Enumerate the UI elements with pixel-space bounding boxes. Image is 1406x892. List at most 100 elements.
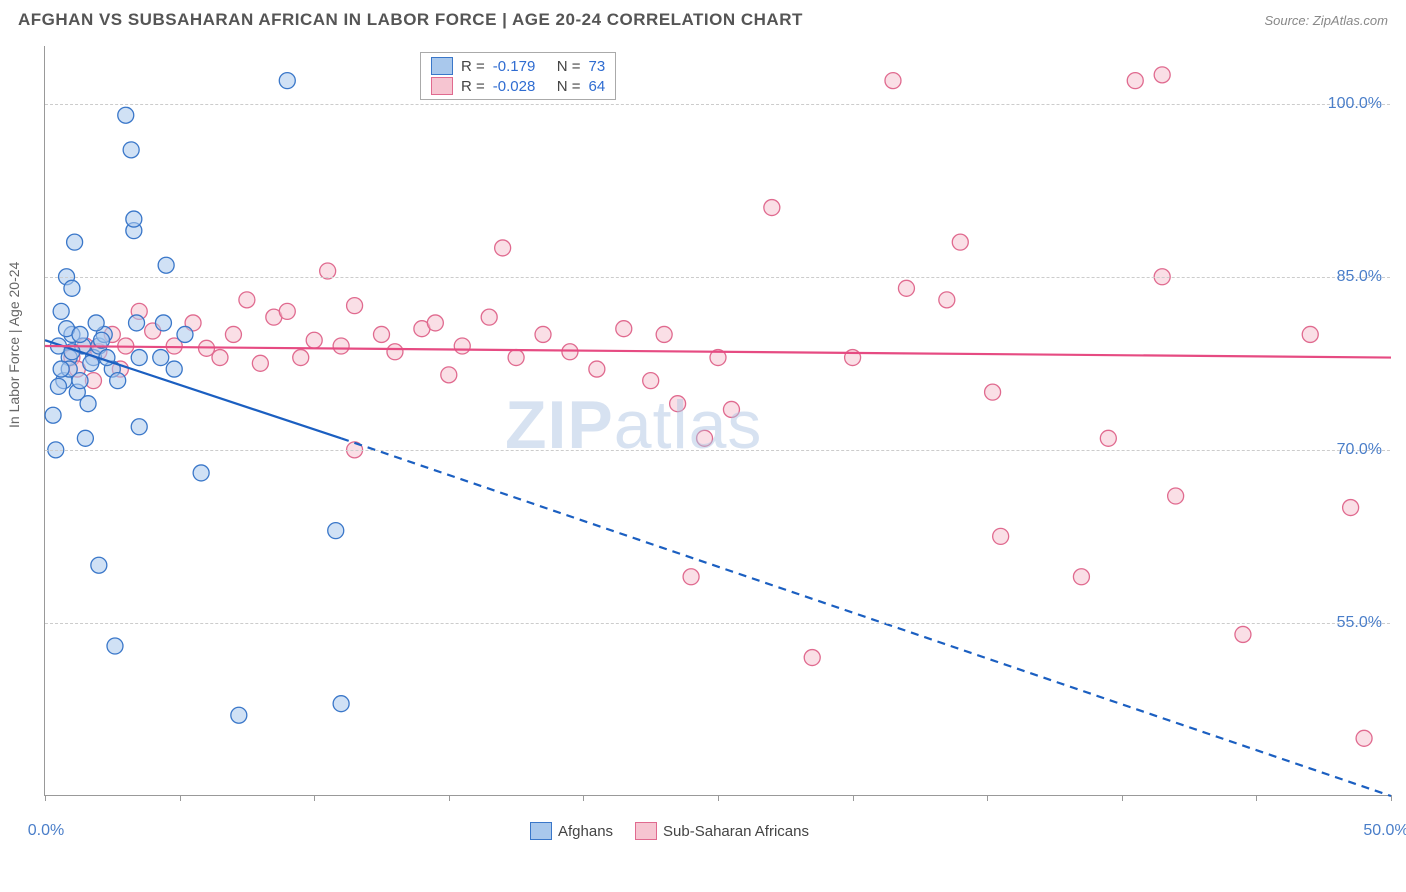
data-point <box>328 523 344 539</box>
x-tick <box>1122 795 1123 801</box>
data-point <box>153 350 169 366</box>
data-point <box>50 378 66 394</box>
data-point <box>1356 730 1372 746</box>
data-point <box>88 315 104 331</box>
data-point <box>495 240 511 256</box>
x-tick <box>853 795 854 801</box>
data-point <box>427 315 443 331</box>
data-point <box>67 234 83 250</box>
data-point <box>562 344 578 360</box>
data-point <box>333 338 349 354</box>
data-point <box>993 528 1009 544</box>
r-value: -0.028 <box>493 78 549 95</box>
data-point <box>347 298 363 314</box>
data-point <box>898 280 914 296</box>
data-point <box>589 361 605 377</box>
x-tick <box>987 795 988 801</box>
x-tick <box>583 795 584 801</box>
data-point <box>123 142 139 158</box>
x-tick <box>314 795 315 801</box>
data-point <box>616 321 632 337</box>
data-point <box>683 569 699 585</box>
x-tick <box>1391 795 1392 801</box>
data-point <box>225 326 241 342</box>
n-value: 64 <box>589 78 606 95</box>
data-point <box>279 73 295 89</box>
data-point <box>107 638 123 654</box>
gridline-horizontal <box>45 623 1390 624</box>
data-point <box>1127 73 1143 89</box>
data-point <box>126 211 142 227</box>
data-point <box>64 280 80 296</box>
data-point <box>177 326 193 342</box>
chart-plot-area: ZIPatlas 55.0%70.0%85.0%100.0% <box>44 46 1390 796</box>
data-point <box>77 430 93 446</box>
n-label: N = <box>557 58 581 75</box>
data-point <box>118 107 134 123</box>
data-point <box>155 315 171 331</box>
x-tick <box>1256 795 1257 801</box>
legend-swatch <box>530 822 552 840</box>
n-label: N = <box>557 78 581 95</box>
x-tick <box>45 795 46 801</box>
data-point <box>129 315 145 331</box>
x-tick <box>449 795 450 801</box>
data-point <box>293 350 309 366</box>
n-value: 73 <box>589 58 606 75</box>
data-point <box>80 396 96 412</box>
data-point <box>131 419 147 435</box>
data-point <box>723 401 739 417</box>
data-point <box>53 361 69 377</box>
legend-series-label: Sub-Saharan Africans <box>663 823 809 840</box>
legend-swatch <box>431 77 453 95</box>
data-point <box>193 465 209 481</box>
data-point <box>939 292 955 308</box>
data-point <box>670 396 686 412</box>
legend-series-item: Afghans <box>530 822 613 840</box>
data-point <box>158 257 174 273</box>
data-point <box>131 350 147 366</box>
x-axis-label-max: 50.0% <box>1363 822 1406 840</box>
gridline-horizontal <box>45 277 1390 278</box>
data-point <box>110 373 126 389</box>
data-point <box>764 200 780 216</box>
data-point <box>45 407 61 423</box>
legend-series-item: Sub-Saharan Africans <box>635 822 809 840</box>
scatter-plot-svg <box>45 46 1390 795</box>
data-point <box>697 430 713 446</box>
data-point <box>885 73 901 89</box>
data-point <box>72 326 88 342</box>
y-tick-label: 55.0% <box>1337 614 1382 632</box>
legend-swatch <box>635 822 657 840</box>
data-point <box>306 332 322 348</box>
chart-title: AFGHAN VS SUBSAHARAN AFRICAN IN LABOR FO… <box>18 10 803 30</box>
data-point <box>441 367 457 383</box>
data-point <box>952 234 968 250</box>
data-point <box>252 355 268 371</box>
gridline-horizontal <box>45 450 1390 451</box>
r-label: R = <box>461 78 485 95</box>
r-label: R = <box>461 58 485 75</box>
data-point <box>535 326 551 342</box>
data-point <box>508 350 524 366</box>
data-point <box>1154 67 1170 83</box>
correlation-legend: R = -0.179 N = 73 R = -0.028 N = 64 <box>420 52 616 100</box>
x-tick <box>180 795 181 801</box>
r-value: -0.179 <box>493 58 549 75</box>
y-tick-label: 100.0% <box>1328 95 1382 113</box>
data-point <box>239 292 255 308</box>
data-point <box>212 350 228 366</box>
data-point <box>1100 430 1116 446</box>
data-point <box>231 707 247 723</box>
data-point <box>1302 326 1318 342</box>
data-point <box>656 326 672 342</box>
legend-stat-row: R = -0.179 N = 73 <box>431 57 605 75</box>
data-point <box>53 303 69 319</box>
y-tick-label: 85.0% <box>1337 268 1382 286</box>
data-point <box>481 309 497 325</box>
x-axis-label-min: 0.0% <box>28 822 64 840</box>
data-point <box>1168 488 1184 504</box>
gridline-horizontal <box>45 104 1390 105</box>
data-point <box>333 696 349 712</box>
data-point <box>985 384 1001 400</box>
